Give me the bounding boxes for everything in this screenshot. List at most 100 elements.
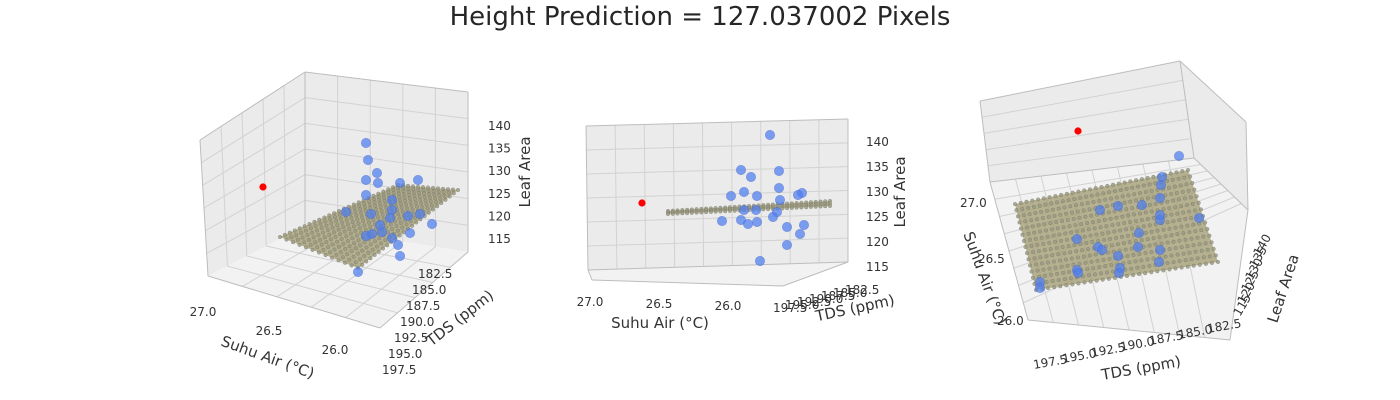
surface-point bbox=[371, 193, 376, 198]
surface-point bbox=[353, 246, 358, 251]
data-point bbox=[793, 189, 804, 200]
surface-point bbox=[338, 249, 343, 254]
surface-point bbox=[1153, 201, 1158, 206]
surface-point bbox=[1192, 208, 1197, 213]
surface-point bbox=[338, 216, 343, 221]
surface-point bbox=[1167, 267, 1172, 272]
surface-point bbox=[346, 222, 351, 227]
surface-point bbox=[808, 204, 813, 209]
surface-point bbox=[378, 204, 383, 209]
x-axis-label: Suhu Air (°C) bbox=[219, 332, 317, 382]
surface-point bbox=[1157, 235, 1162, 240]
surface-point bbox=[422, 191, 427, 196]
surface-point bbox=[1057, 258, 1062, 263]
surface-point bbox=[1087, 187, 1092, 192]
z-tick-label: 125 bbox=[866, 210, 889, 224]
surface-point bbox=[407, 196, 412, 201]
surface-point bbox=[1151, 195, 1156, 200]
surface-point bbox=[324, 240, 329, 245]
surface-point bbox=[1151, 236, 1156, 241]
surface-point bbox=[1039, 261, 1044, 266]
surface-point bbox=[1059, 192, 1064, 197]
surface-point bbox=[1153, 242, 1158, 247]
surface-point bbox=[1174, 190, 1179, 195]
surface-point bbox=[1141, 264, 1146, 269]
surface-point bbox=[351, 224, 356, 229]
surface-point bbox=[1108, 216, 1113, 221]
surface-point bbox=[377, 236, 382, 241]
surface-point bbox=[689, 210, 694, 215]
surface-point bbox=[1173, 246, 1178, 251]
x-tick-label: 26.5 bbox=[978, 252, 1005, 266]
surface-point bbox=[1020, 232, 1025, 237]
surface-point bbox=[1058, 284, 1063, 289]
surface-point bbox=[1124, 207, 1129, 212]
surface-point bbox=[1185, 223, 1190, 228]
surface-point bbox=[1209, 240, 1214, 245]
surface-point bbox=[1143, 271, 1148, 276]
pane-edge bbox=[1027, 319, 1231, 341]
y-tick-label: 197.5 bbox=[773, 301, 807, 315]
surface-point bbox=[1050, 279, 1055, 284]
surface-point bbox=[1133, 218, 1138, 223]
x-tick-label: 26.0 bbox=[322, 343, 349, 357]
surface-point bbox=[1164, 178, 1169, 183]
surface-point bbox=[1053, 239, 1058, 244]
surface-point bbox=[443, 197, 448, 202]
surface-point bbox=[1195, 235, 1200, 240]
data-point bbox=[360, 174, 371, 185]
surface-point bbox=[1087, 253, 1092, 258]
surface-point bbox=[330, 242, 335, 247]
surface-point bbox=[1139, 258, 1144, 263]
surface-point bbox=[364, 259, 369, 264]
surface-point bbox=[324, 223, 329, 228]
surface-point bbox=[1134, 178, 1139, 183]
surface-point bbox=[1079, 222, 1084, 227]
surface-point bbox=[1163, 254, 1168, 259]
surface-point bbox=[1139, 238, 1144, 243]
surface-point bbox=[325, 228, 330, 233]
surface-point bbox=[1081, 254, 1086, 259]
surface-point bbox=[456, 187, 461, 192]
pane-edge bbox=[1179, 60, 1247, 123]
surface-point bbox=[284, 237, 289, 242]
surface-point bbox=[1124, 186, 1129, 191]
surface-point bbox=[1102, 237, 1107, 242]
y-tick-label: 190.0 bbox=[809, 292, 843, 306]
surface-point bbox=[1176, 197, 1181, 202]
surface-point bbox=[1123, 247, 1128, 252]
surface-point bbox=[1161, 268, 1166, 273]
surface-point bbox=[1067, 224, 1072, 229]
surface-point bbox=[1165, 261, 1170, 266]
surface-point bbox=[367, 220, 372, 225]
surface-point bbox=[1128, 179, 1133, 184]
surface-point bbox=[1174, 170, 1179, 175]
surface-point bbox=[417, 194, 422, 199]
surface-point bbox=[376, 191, 381, 196]
pane-edge bbox=[782, 261, 849, 287]
surface-point bbox=[352, 205, 357, 210]
data-point bbox=[717, 215, 728, 226]
surface-point bbox=[1165, 220, 1170, 225]
surface-point bbox=[1049, 201, 1054, 206]
surface-point bbox=[382, 198, 387, 203]
y-tick-label: 190.0 bbox=[1119, 334, 1155, 354]
surface-point bbox=[1106, 276, 1111, 281]
gridline bbox=[202, 122, 306, 186]
surface-point bbox=[1185, 244, 1190, 249]
surface-point bbox=[358, 243, 363, 248]
surface-point bbox=[397, 216, 402, 221]
surface-point bbox=[1043, 228, 1048, 233]
surface-point bbox=[1155, 228, 1160, 233]
surface-point bbox=[1092, 226, 1097, 231]
gridline bbox=[246, 255, 416, 299]
y-axis-label: TDS (ppm) bbox=[1099, 352, 1182, 384]
gridline bbox=[586, 166, 849, 175]
surface-point bbox=[381, 216, 386, 221]
surface-point bbox=[1159, 241, 1164, 246]
surface-point bbox=[394, 223, 399, 228]
surface-point bbox=[1063, 257, 1068, 262]
surface-point bbox=[319, 242, 324, 247]
surface-point bbox=[1127, 240, 1132, 245]
surface-point bbox=[362, 201, 367, 206]
